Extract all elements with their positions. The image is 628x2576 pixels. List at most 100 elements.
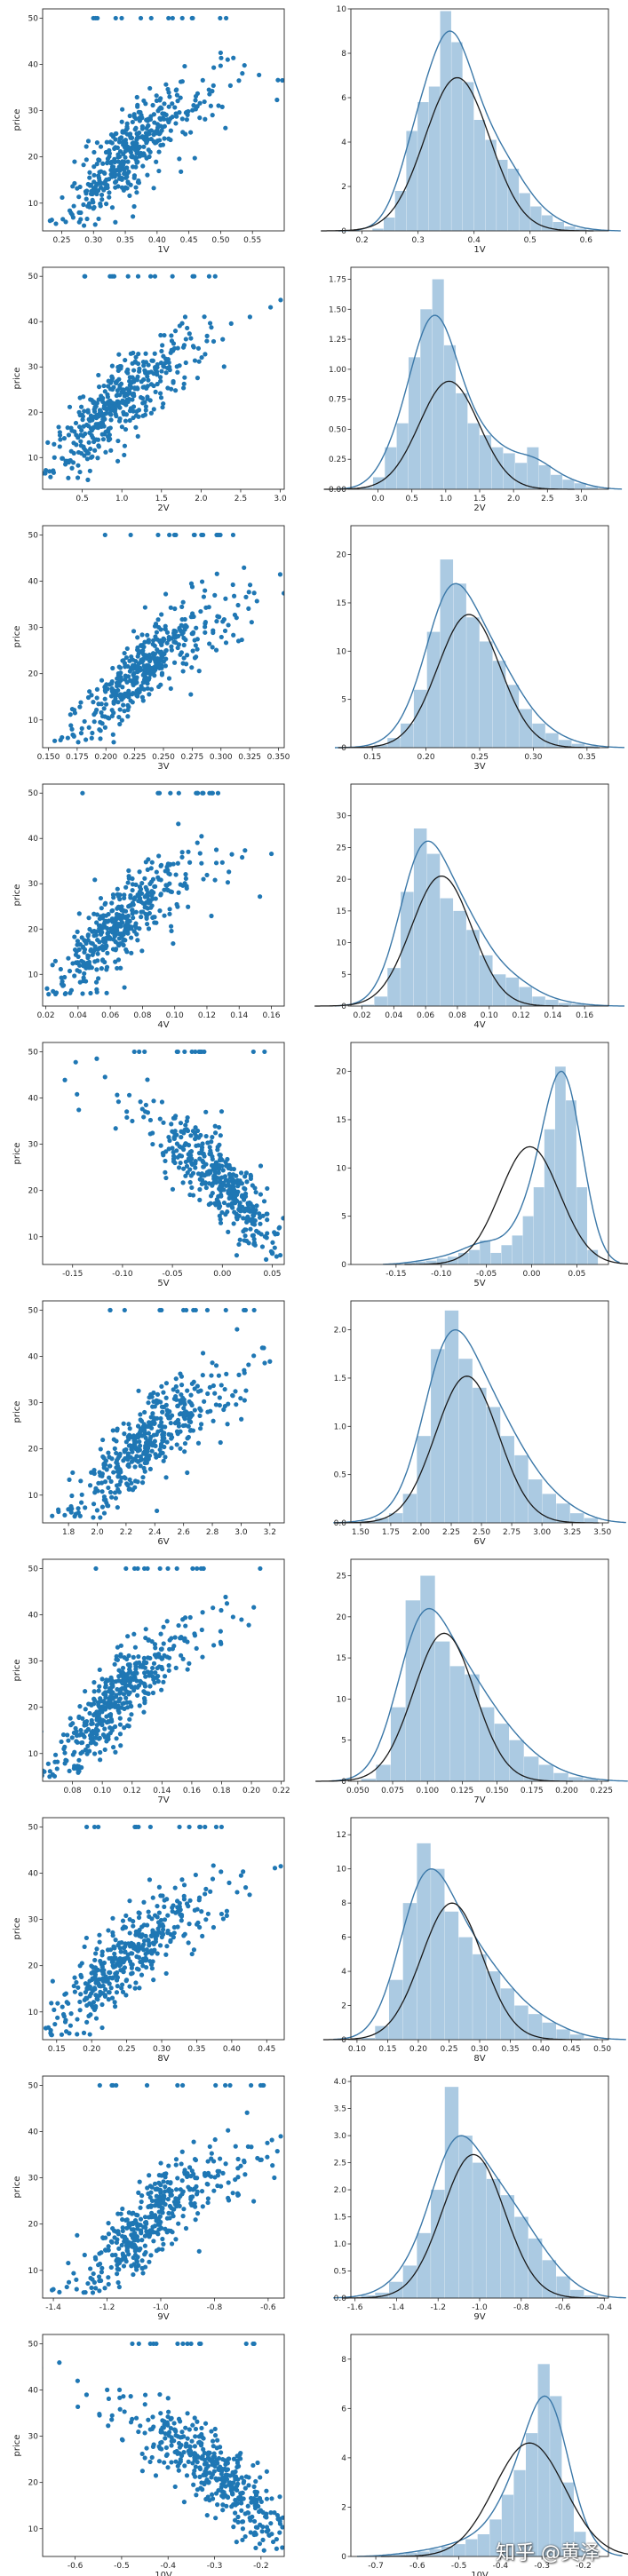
- scatter-point: [186, 2184, 191, 2190]
- scatter-point: [179, 1135, 184, 1140]
- scatter-point: [160, 1930, 165, 1936]
- scatter-point: [205, 1140, 211, 1145]
- scatter-point: [115, 368, 121, 374]
- scatter-point: [215, 2168, 220, 2174]
- scatter-point: [116, 2260, 123, 2265]
- scatter-point: [139, 643, 144, 648]
- scatter-point: [93, 1968, 99, 1973]
- hist-1V-ytick-label: 2: [341, 183, 346, 192]
- scatter-point: [215, 1147, 220, 1153]
- scatter-7V-xtick-label: 0.10: [93, 1787, 111, 1795]
- scatter-point: [95, 437, 101, 442]
- scatter-point: [141, 144, 147, 149]
- scatter-point: [80, 790, 85, 796]
- scatter-point: [125, 159, 131, 164]
- scatter-point: [264, 1211, 269, 1217]
- hist-7V-ytick-label: 25: [337, 1573, 346, 1581]
- hist-bar: [519, 709, 532, 748]
- scatter-point: [140, 1424, 146, 1430]
- hist-bar: [530, 206, 542, 231]
- scatter-point: [135, 1448, 140, 1454]
- scatter-point: [217, 1395, 222, 1400]
- scatter-point: [99, 1964, 105, 1970]
- scatter-4V-xlabel: 4V: [157, 1020, 169, 1030]
- scatter-point: [203, 116, 208, 122]
- hist-1V-xtick-label: 0.3: [411, 236, 424, 245]
- scatter-point: [153, 2215, 159, 2221]
- scatter-point: [227, 1165, 233, 1170]
- scatter-point: [87, 2032, 92, 2037]
- hist-6V-xtick-label: 3.25: [563, 1528, 581, 1537]
- scatter-point: [178, 1429, 183, 1434]
- scatter-point: [127, 1930, 132, 1936]
- scatter-point: [122, 1957, 127, 1962]
- scatter-point: [89, 397, 94, 403]
- scatter-point: [166, 15, 171, 21]
- scatter-point: [106, 2244, 111, 2249]
- scatter-point: [108, 926, 114, 931]
- scatter-point: [203, 621, 208, 626]
- scatter-point: [170, 1145, 175, 1151]
- scatter-point: [62, 1512, 68, 1518]
- scatter-point: [246, 1362, 251, 1367]
- scatter-point: [143, 351, 148, 356]
- scatter-point: [125, 179, 131, 185]
- scatter-point: [143, 892, 149, 899]
- scatter-point: [158, 2440, 163, 2445]
- scatter-6V-frame: [42, 1300, 285, 1524]
- scatter-point: [117, 665, 123, 670]
- hist-bars-6V: [361, 1310, 599, 1523]
- scatter-point: [101, 1510, 107, 1516]
- scatter-point: [280, 2524, 284, 2530]
- scatter-point: [183, 876, 188, 882]
- scatter-8V-ylabel: price: [12, 1918, 22, 1940]
- scatter-3V-xlabel: 3V: [157, 762, 169, 772]
- hist-bar: [465, 1674, 480, 1781]
- scatter-point: [176, 1622, 181, 1629]
- scatter-point: [161, 1641, 166, 1646]
- hist-6V-xtick-label: 2.75: [503, 1528, 521, 1537]
- hist-bar: [458, 1937, 473, 2040]
- scatter-point: [105, 2387, 110, 2392]
- scatter-1V-ytick-label: 30: [28, 107, 39, 116]
- scatter-point: [92, 959, 98, 964]
- scatter-point: [217, 1205, 222, 1210]
- scatter-point: [272, 1245, 277, 1250]
- scatter-point: [160, 1927, 166, 1932]
- scatter-point: [123, 1565, 129, 1572]
- hist-bar: [402, 2265, 417, 2298]
- scatter-point: [58, 437, 63, 442]
- scatter-point: [100, 1437, 106, 1443]
- scatter-point: [80, 944, 85, 949]
- scatter-point: [239, 2508, 244, 2513]
- scatter-point: [258, 2157, 264, 2162]
- scatter-point: [111, 1437, 116, 1442]
- scatter-point: [88, 2266, 93, 2271]
- scatter-point: [142, 369, 148, 374]
- scatter-point: [122, 393, 127, 399]
- hist-7V-ytick-label: 10: [337, 1695, 347, 1704]
- scatter-point: [188, 1392, 194, 1398]
- scatter-point: [181, 655, 187, 661]
- scatter-point: [101, 417, 107, 423]
- scatter-point: [131, 677, 137, 682]
- hist-2V-xtick-label: 1.0: [440, 495, 453, 503]
- scatter-point: [70, 1470, 76, 1476]
- scatter-point: [76, 911, 82, 916]
- scatter-point: [204, 2512, 210, 2518]
- scatter-point: [207, 91, 212, 97]
- scatter-point: [137, 2223, 142, 2228]
- scatter-point: [148, 382, 155, 387]
- scatter-point: [111, 273, 117, 279]
- scatter-point: [94, 400, 99, 406]
- scatter-point: [146, 369, 152, 376]
- scatter-point: [98, 736, 103, 741]
- scatter-point: [141, 1689, 147, 1694]
- scatter-7V-frame: [42, 1558, 285, 1782]
- scatter-point: [131, 393, 137, 399]
- hist-4V-ytick-label: 15: [337, 908, 346, 916]
- hist-bar: [376, 1764, 391, 1781]
- scatter-point: [111, 710, 116, 716]
- scatter-point: [141, 1660, 147, 1665]
- scatter-point: [93, 932, 99, 938]
